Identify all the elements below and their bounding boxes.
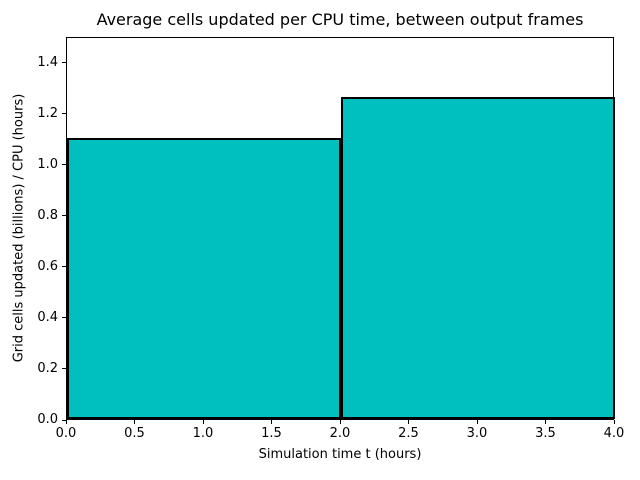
y-tick-mark — [62, 62, 66, 64]
y-tick-label: 1.2 — [37, 105, 58, 121]
x-tick-label: 0.5 — [124, 426, 145, 441]
y-tick-mark — [62, 215, 66, 217]
x-tick-label: 1.5 — [261, 426, 282, 441]
y-tick-mark — [62, 419, 66, 421]
y-tick-label: 0.8 — [37, 207, 58, 223]
y-tick-mark — [62, 113, 66, 115]
y-tick-mark — [62, 317, 66, 319]
x-tick-mark — [613, 420, 615, 424]
y-tick-mark — [62, 368, 66, 370]
x-tick-label: 2.5 — [398, 426, 419, 441]
x-axis-label: Simulation time t (hours) — [258, 447, 422, 462]
x-tick-mark — [134, 420, 135, 424]
y-tick-label: 0.4 — [37, 309, 58, 325]
x-tick-label: 3.0 — [466, 426, 488, 441]
y-tick-label: 1.0 — [37, 156, 58, 172]
x-tick-mark — [408, 420, 409, 424]
y-tick-label: 0.0 — [37, 412, 58, 427]
y-tick-label: 0.6 — [37, 258, 58, 274]
chart-title: Average cells updated per CPU time, betw… — [96, 10, 584, 29]
x-tick-mark — [271, 420, 272, 424]
x-tick-label: 1.0 — [192, 426, 214, 441]
x-tick-label: 0.0 — [55, 426, 77, 441]
x-tick-label: 4.0 — [603, 426, 625, 441]
y-tick-mark — [62, 164, 66, 166]
y-tick-mark — [62, 266, 66, 268]
x-tick-mark — [476, 420, 478, 424]
x-tick-mark — [202, 420, 204, 424]
histogram-bar — [67, 138, 341, 419]
histogram-bar — [341, 97, 615, 419]
y-tick-label: 1.4 — [37, 54, 58, 70]
x-tick-label: 3.5 — [535, 426, 556, 441]
x-tick-mark — [65, 420, 67, 424]
y-tick-label: 0.2 — [37, 360, 58, 376]
x-tick-label: 2.0 — [329, 426, 351, 441]
x-tick-mark — [545, 420, 546, 424]
x-tick-mark — [339, 420, 341, 424]
plot-area — [66, 37, 615, 420]
